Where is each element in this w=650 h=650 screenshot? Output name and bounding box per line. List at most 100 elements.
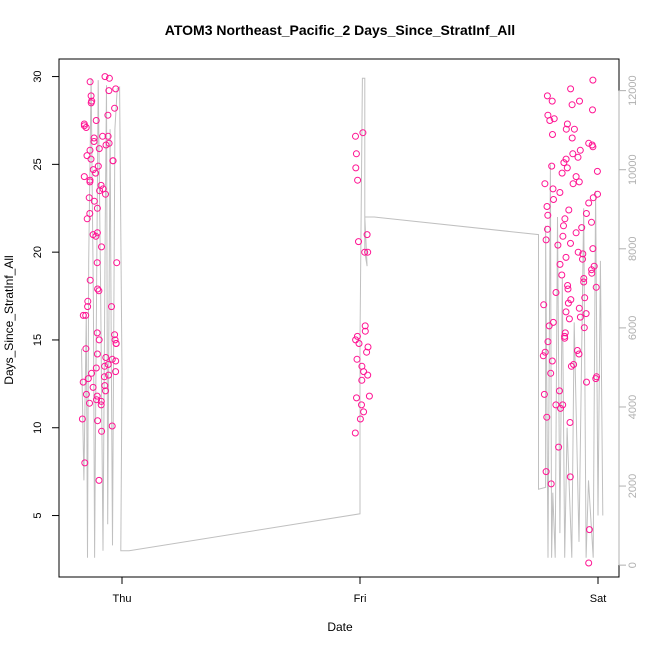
data-point [87, 155, 95, 163]
y-axis-left: 5 10 15 20 25 30 [32, 70, 60, 519]
data-point [589, 76, 597, 84]
data-point [353, 394, 360, 402]
data-point [89, 231, 97, 239]
data-point [593, 167, 601, 175]
data-point [570, 361, 578, 368]
data-point [542, 236, 550, 244]
x-tick-label: Fri [354, 593, 367, 605]
data-point [567, 296, 575, 304]
data-point [545, 322, 553, 330]
data-point [95, 336, 103, 344]
plot-frame [58, 58, 620, 578]
data-point [364, 371, 372, 379]
data-point [97, 397, 105, 405]
data-point [576, 97, 583, 105]
data-point [111, 104, 119, 112]
data-point [562, 253, 570, 261]
data-point [80, 122, 88, 130]
x-tick-label: Thu [113, 593, 132, 605]
data-point [353, 355, 361, 363]
data-point [363, 348, 371, 356]
data-point [101, 382, 109, 390]
data-point [79, 378, 87, 386]
data-point [84, 375, 92, 383]
data-point [574, 248, 582, 256]
data-point [108, 303, 115, 311]
y-tick-label: 25 [32, 158, 44, 170]
data-point [87, 99, 95, 107]
data-point [547, 369, 555, 377]
data-point [544, 338, 552, 346]
data-point [113, 259, 121, 267]
data-point [582, 210, 590, 217]
data-point [109, 157, 117, 165]
data-point [95, 145, 103, 153]
data-point [356, 415, 364, 423]
data-point [579, 255, 586, 263]
data-point [351, 429, 359, 437]
data-point [98, 243, 105, 251]
data-point [549, 318, 557, 326]
data-point [543, 413, 551, 421]
data-point [565, 315, 573, 323]
data-point [564, 299, 572, 307]
data-point [563, 164, 571, 172]
x-tick-label: Sat [590, 593, 607, 605]
data-point [88, 369, 96, 377]
data-point [548, 97, 556, 105]
data-point [562, 155, 570, 163]
data-point [93, 259, 101, 267]
data-point [563, 120, 571, 128]
y-axis-label: Days_Since_StratInf_All [2, 255, 16, 384]
data-point [578, 224, 586, 232]
data-point [572, 229, 580, 237]
data-point [101, 362, 109, 370]
data-point [97, 181, 105, 189]
data-point [89, 166, 97, 174]
data-point [105, 371, 113, 379]
data-point [112, 340, 120, 347]
y-axis-right: 0 2000 4000 6000 8000 10000 12000 [618, 75, 639, 568]
data-point [102, 387, 109, 395]
data-point [561, 329, 569, 337]
data-point [361, 327, 369, 335]
data-point [580, 324, 588, 332]
data-point [554, 241, 562, 249]
data-point [548, 357, 556, 365]
data-point [580, 278, 588, 286]
data-point [95, 476, 103, 484]
data-point [352, 150, 360, 158]
data-point [567, 239, 574, 247]
value-trace-line [81, 77, 604, 558]
data-point [569, 180, 577, 188]
data-point [556, 189, 564, 196]
data-point [570, 125, 578, 133]
data-point [542, 468, 550, 476]
data-point [112, 368, 120, 376]
data-point [585, 559, 593, 567]
data-point [352, 132, 359, 140]
x-axis: Thu Fri Sat [113, 576, 607, 605]
data-point [557, 404, 564, 412]
data-point [90, 134, 98, 142]
data-point [364, 248, 372, 256]
data-point [92, 169, 100, 177]
y-right-tick-label: 4000 [627, 395, 639, 419]
data-point [93, 396, 100, 404]
data-point [81, 459, 89, 467]
data-point [555, 443, 563, 451]
data-point [569, 150, 577, 158]
data-point [585, 199, 593, 207]
y-tick-label: 5 [32, 512, 44, 518]
data-point [562, 125, 570, 133]
data-point [86, 176, 94, 184]
data-point [581, 294, 589, 302]
data-point [361, 322, 369, 330]
data-point [560, 222, 567, 230]
data-point [105, 74, 113, 82]
data-point [90, 138, 98, 145]
data-point [84, 303, 92, 311]
y-tick-label: 30 [32, 70, 44, 82]
data-point [86, 276, 94, 284]
